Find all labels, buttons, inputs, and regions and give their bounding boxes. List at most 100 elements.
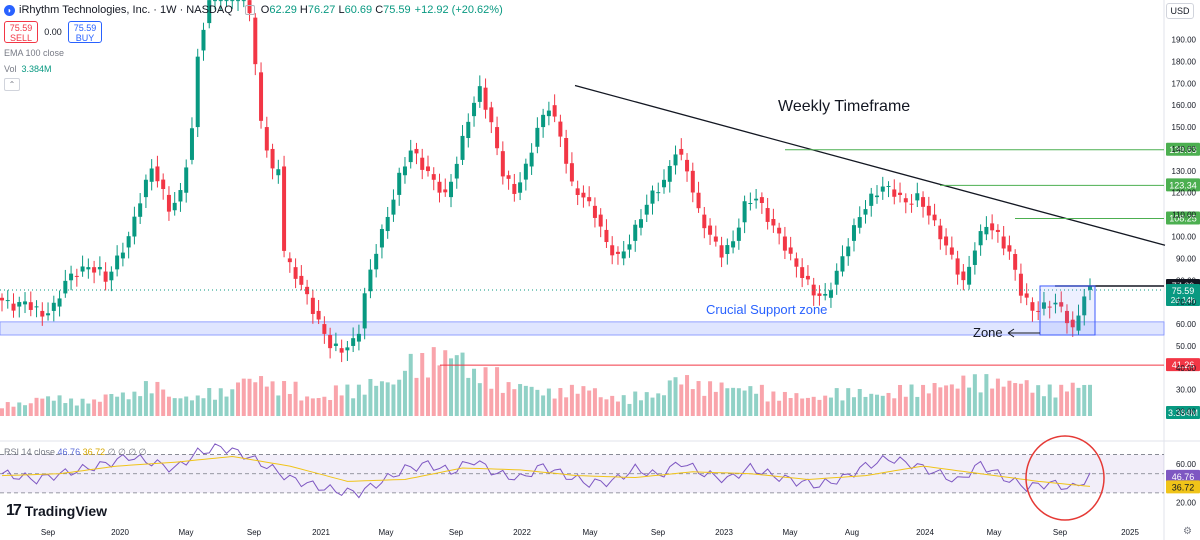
candle-body xyxy=(788,247,793,254)
volume-bar xyxy=(644,392,649,416)
candle-body xyxy=(851,225,856,241)
candle-body xyxy=(74,275,79,277)
price-tick-label: 110.00 xyxy=(1172,211,1196,220)
rsi-legend[interactable]: RSI 14 close 46.76 36.72 ∅ ∅ ∅ ∅ xyxy=(4,447,147,457)
candle-body xyxy=(558,121,563,137)
volume-bar xyxy=(1076,387,1081,416)
candle-body xyxy=(633,224,638,241)
candle-body xyxy=(397,172,402,195)
candle-body xyxy=(863,209,868,215)
volume-bar xyxy=(736,388,741,416)
volume-bar xyxy=(1041,396,1046,416)
volume-bar xyxy=(224,396,229,416)
candle-body xyxy=(270,148,275,169)
trade-panel: 75.59 SELL 0.00 75.59 BUY xyxy=(4,21,102,43)
candle-body xyxy=(978,231,983,246)
candle-body xyxy=(650,190,655,204)
ohlc-readout: O62.29 H76.27 L60.69 C75.59 xyxy=(260,4,411,16)
candle-body xyxy=(869,193,874,206)
volume-bar xyxy=(782,391,787,416)
buy-button[interactable]: 75.59 BUY xyxy=(68,21,102,43)
candle-body xyxy=(604,229,609,243)
candle-body xyxy=(811,284,816,296)
sell-button[interactable]: 75.59 SELL xyxy=(4,21,38,43)
volume-bar xyxy=(638,400,643,416)
candle-body xyxy=(259,72,264,121)
candle-body xyxy=(166,194,171,212)
candle-body xyxy=(379,228,384,248)
volume-legend[interactable]: Vol 3.384M xyxy=(4,64,52,74)
volume-bar xyxy=(477,383,482,416)
candle-body xyxy=(402,166,407,176)
volume-bar xyxy=(489,388,494,416)
volume-bar xyxy=(299,400,304,416)
candle-body xyxy=(972,250,977,265)
candle-body xyxy=(40,310,45,317)
candle-body xyxy=(454,163,459,179)
level-badge-text: 41.26 xyxy=(1172,360,1195,370)
zone-label: Zone xyxy=(973,325,1003,340)
time-tick-label: May xyxy=(582,528,597,537)
volume-bar xyxy=(886,392,891,416)
candle-body xyxy=(172,202,177,211)
candle-body xyxy=(374,253,379,270)
collapse-legend-button[interactable]: ⌃ xyxy=(4,78,20,91)
volume-bar xyxy=(333,385,338,416)
volume-bar xyxy=(132,391,137,416)
time-tick-label: Aug xyxy=(845,528,859,537)
volume-bar xyxy=(1064,391,1069,416)
candle-body xyxy=(794,258,799,267)
volume-bar xyxy=(437,365,442,416)
candle-body xyxy=(713,236,718,242)
tradingview-logo: 17 TradingView xyxy=(6,502,108,519)
volume-bar xyxy=(230,389,235,416)
ema-legend[interactable]: EMA 100 close xyxy=(4,48,65,58)
volume-bar xyxy=(28,403,33,416)
candle-body xyxy=(823,293,828,296)
volume-bar xyxy=(339,395,344,416)
volume-bar xyxy=(840,400,845,416)
symbol-menu-icon[interactable] xyxy=(244,5,255,15)
volume-bar xyxy=(621,395,626,416)
candle-body xyxy=(915,193,920,201)
candle-body xyxy=(765,208,770,222)
candle-body xyxy=(34,306,39,308)
candle-body xyxy=(333,343,338,346)
volume-bar xyxy=(40,398,45,416)
volume-bar xyxy=(713,391,718,416)
volume-bar xyxy=(967,387,972,416)
candle-body xyxy=(310,297,315,314)
volume-bar xyxy=(46,396,51,416)
candle-body xyxy=(305,286,310,295)
candle-body xyxy=(328,335,333,349)
volume-bar xyxy=(63,403,68,416)
settings-gear-icon[interactable]: ⚙ xyxy=(1183,526,1192,537)
volume-bar xyxy=(949,384,954,416)
candle-body xyxy=(731,241,736,248)
spread-value: 0.00 xyxy=(44,27,62,37)
candle-body xyxy=(408,150,413,163)
currency-selector[interactable]: USD xyxy=(1166,3,1194,19)
volume-bar xyxy=(189,400,194,416)
volume-bar xyxy=(667,380,672,416)
volume-bar xyxy=(1024,380,1029,416)
candle-body xyxy=(759,197,764,203)
candle-body xyxy=(472,102,477,117)
price-change: +12.92 (+20.62%) xyxy=(414,4,503,16)
volume-bar xyxy=(846,388,851,416)
candle-body xyxy=(995,229,1000,232)
volume-bar xyxy=(857,389,862,416)
volume-bar xyxy=(656,393,661,416)
candle-body xyxy=(1041,302,1046,309)
volume-bar xyxy=(241,378,246,416)
volume-bar xyxy=(558,388,563,416)
candle-body xyxy=(414,148,419,154)
volume-bar xyxy=(598,397,603,416)
candle-body xyxy=(1030,302,1035,311)
volume-bar xyxy=(828,397,833,416)
volume-bar xyxy=(587,390,592,416)
volume-bar xyxy=(748,386,753,416)
symbol-title[interactable]: iRhythm Technologies, Inc. · 1W · NASDAQ xyxy=(19,4,233,16)
price-tick-label: 140.00 xyxy=(1172,145,1197,154)
